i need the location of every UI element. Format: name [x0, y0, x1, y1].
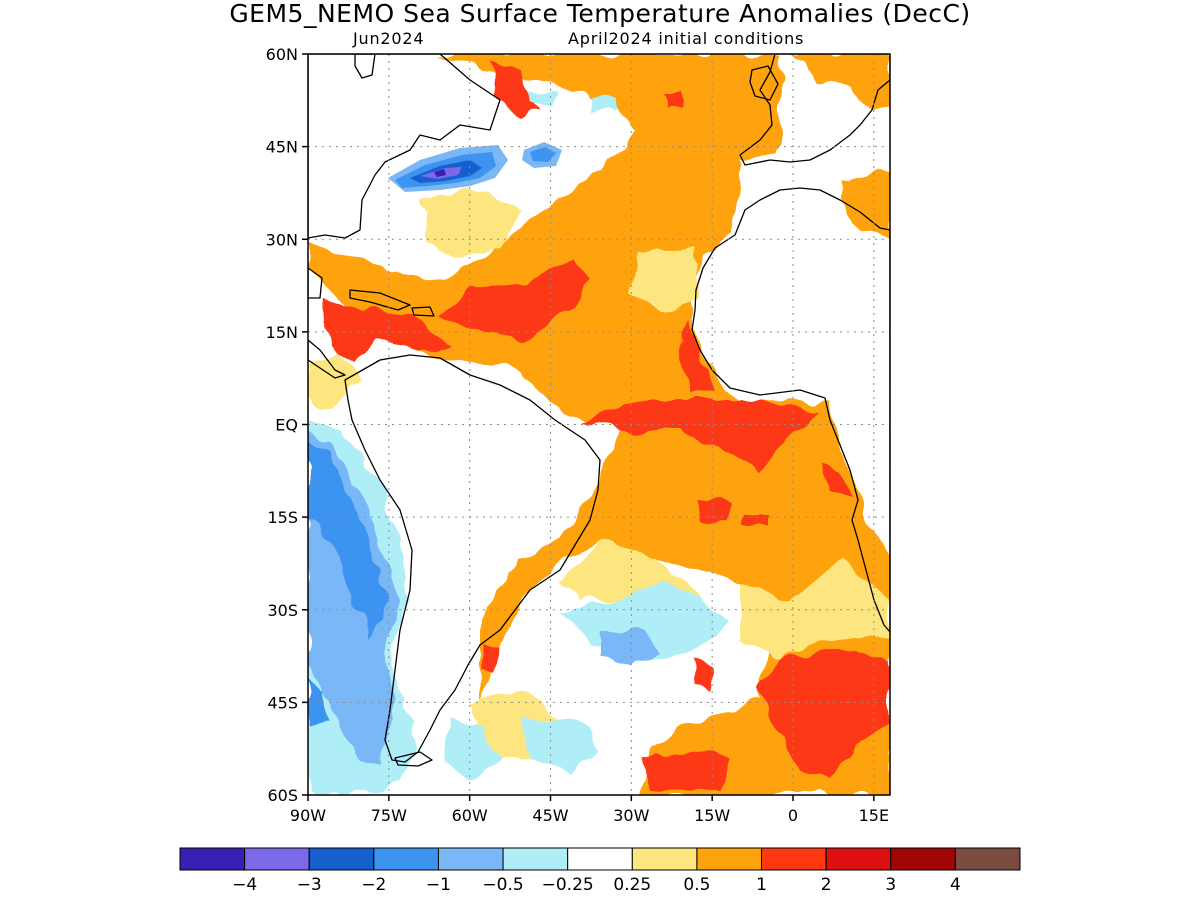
lat-tick-label: 15N — [266, 323, 298, 342]
anomaly-region-mild-2 — [740, 560, 890, 660]
colorbar-label: 2 — [821, 875, 832, 895]
anomaly-region-gulf-cold-5 — [434, 169, 446, 177]
land-europe — [739, 54, 890, 166]
lat-tick-label: 60N — [266, 45, 298, 64]
anomaly-region-hot-9 — [640, 750, 730, 790]
colorbar: −4 −3 −2 −1 −0.5 −0.25 0.25 0.5 1 2 3 4 — [179, 847, 1021, 895]
colorbar-label: −2 — [361, 875, 386, 895]
lat-tick-label: 15S — [267, 508, 298, 527]
anomaly-region-colder-2 — [308, 680, 330, 725]
map-gridlines — [308, 54, 890, 795]
lon-axis: 90W 75W 60W 45W 30W 15W 0 15E — [290, 795, 889, 825]
colorbar-label: 0.5 — [683, 875, 710, 895]
lat-tick-label: 30N — [266, 230, 298, 249]
land-hispaniola — [411, 306, 435, 317]
land-central-america-2 — [308, 339, 346, 379]
anomaly-region-mild-4 — [420, 190, 520, 260]
land-british-isles — [749, 65, 779, 101]
colorbar-label: 1 — [756, 875, 767, 895]
anomaly-region-cold-2 — [600, 630, 660, 665]
anomaly-region-cool-6 — [530, 90, 555, 104]
colorbar-label: −0.5 — [482, 875, 523, 895]
colorbar-label: 4 — [950, 875, 961, 895]
lat-tick-label: 45N — [266, 138, 298, 157]
anomaly-region-colder-1 — [308, 440, 385, 640]
anomaly-region-hot-11 — [490, 60, 540, 120]
anomaly-region-cool-5 — [590, 95, 615, 112]
anomaly-region-hot-1 — [440, 260, 590, 340]
colorbar-label: −4 — [232, 875, 257, 895]
land-central-america — [308, 267, 323, 299]
anomaly-region-mild-5 — [308, 350, 360, 410]
colorbar-swatch — [502, 847, 569, 871]
colorbar-swatch — [437, 847, 504, 871]
lon-tick-label: 0 — [788, 806, 798, 825]
initial-conditions-label: April2024 initial conditions — [568, 29, 804, 48]
land-masses — [308, 54, 890, 767]
lon-tick-label: 60W — [452, 806, 488, 825]
lon-tick-label: 45W — [532, 806, 568, 825]
colorbar-swatch — [631, 847, 698, 871]
anomaly-region-hot-3 — [580, 400, 820, 470]
figure-title: GEM5_NEMO Sea Surface Temperature Anomal… — [229, 0, 970, 28]
colorbar-swatch — [179, 847, 246, 871]
lat-tick-label: EQ — [275, 416, 298, 435]
lat-axis: 60N 45N 30N 15N EQ 15S 30S 45S 60S — [266, 45, 308, 805]
lon-tick-label: 30W — [613, 806, 649, 825]
lat-tick-label: 60S — [267, 786, 298, 805]
anomaly-region-gulf-cold-7 — [530, 147, 556, 162]
land-greenland-tip — [354, 54, 376, 79]
colorbar-label: 3 — [885, 875, 896, 895]
anomaly-region-hot-4 — [680, 320, 720, 395]
lon-tick-label: 15E — [859, 806, 889, 825]
anomaly-region-hot-13 — [482, 645, 500, 670]
anomaly-field — [308, 54, 890, 795]
lat-tick-label: 30S — [267, 601, 298, 620]
colorbar-label: −3 — [297, 875, 322, 895]
lon-tick-label: 15W — [694, 806, 730, 825]
anomaly-region-hot-10 — [690, 660, 712, 690]
forecast-month-label: Jun2024 — [352, 29, 424, 48]
map-panel: 60N 45N 30N 15N EQ 15S 30S 45S 60S 90W 75W 60W 45W 3… — [266, 45, 891, 825]
colorbar-swatch — [761, 847, 827, 871]
anomaly-region-warm-3 — [840, 170, 890, 240]
anomaly-region-hot-5 — [700, 500, 730, 525]
anomaly-region-hot-7 — [820, 460, 850, 500]
colorbar-swatch — [567, 847, 633, 871]
colorbar-swatch — [825, 847, 892, 871]
colorbar-label: −0.25 — [542, 875, 594, 895]
colorbar-swatch — [954, 847, 1021, 871]
anomaly-region-mild-6 — [630, 250, 700, 310]
anomaly-region-cool-4 — [520, 720, 600, 775]
anomaly-region-cool-3 — [440, 720, 500, 780]
anomaly-region-warm-2 — [790, 54, 890, 110]
anomaly-region-hot-12 — [660, 95, 682, 108]
lat-tick-label: 45S — [267, 693, 298, 712]
anomaly-region-hot-2 — [320, 300, 450, 360]
colorbar-label: 0.25 — [613, 875, 651, 895]
lon-tick-label: 90W — [290, 806, 326, 825]
colorbar-swatch — [890, 847, 956, 871]
lon-tick-label: 75W — [371, 806, 407, 825]
colorbar-label: −1 — [426, 875, 451, 895]
land-cuba — [349, 289, 411, 311]
anomaly-region-hot-6 — [745, 515, 770, 528]
colorbar-swatch — [244, 847, 310, 871]
land-north-america — [308, 54, 501, 239]
colorbar-swatch — [696, 847, 763, 871]
land-africa — [691, 187, 890, 633]
colorbar-swatch — [308, 847, 375, 871]
land-south-america — [344, 354, 601, 763]
land-tierra-del-fuego — [394, 751, 433, 767]
colorbar-swatch — [373, 847, 439, 871]
